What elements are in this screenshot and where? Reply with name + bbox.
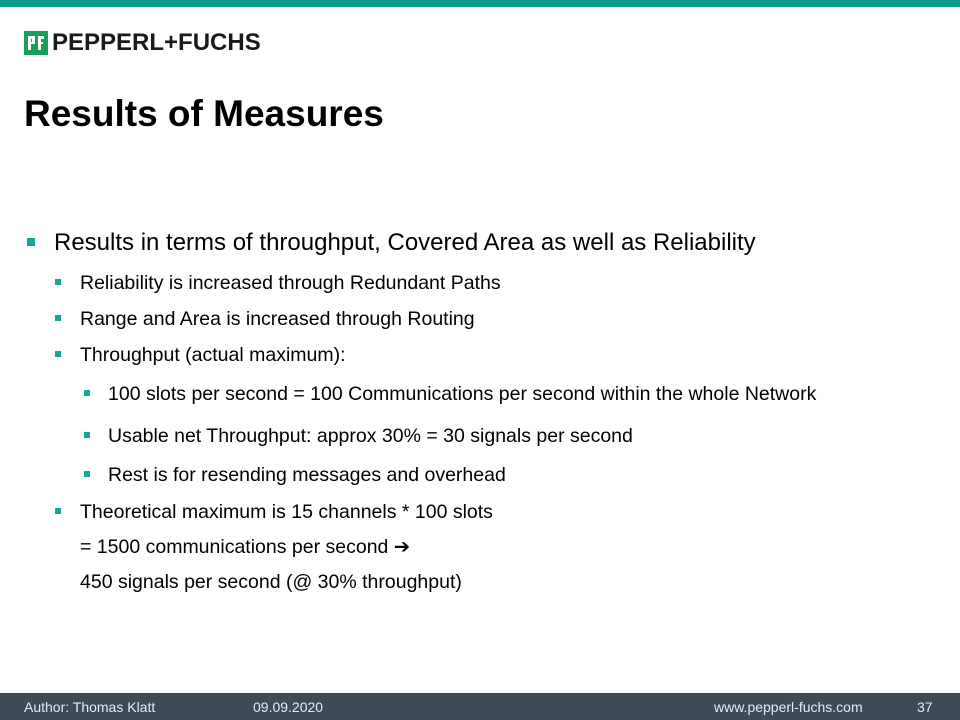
bullet-square-icon [55,279,61,285]
footer-date: 09.09.2020 [253,699,324,715]
bullet-text: Usable net Throughput: approx 30% = 30 s… [108,425,633,447]
logo-mark-icon [24,31,48,55]
bullet-text: Rest is for resending messages and overh… [108,464,506,486]
bullet-text: 100 slots per second = 100 Communication… [108,383,817,405]
bullet-text: Results in terms of throughput, Covered … [54,229,756,256]
bullet-square-icon [27,238,35,246]
bullet-square-icon [84,471,90,477]
bullet-text: 450 signals per second (@ 30% throughput… [80,571,462,593]
company-logo: PEPPERL+FUCHS [24,29,261,57]
bullet-text: = 1500 communications per second ➔ [80,536,411,558]
bullet-text: Throughput (actual maximum): [80,344,346,366]
bullet-text: Range and Area is increased through Rout… [80,308,475,330]
bullet-square-icon [55,315,61,321]
top-accent-bar [0,0,960,7]
bullet-square-icon [55,508,61,514]
bullet-square-icon [84,390,90,396]
bullet-square-icon [55,351,61,357]
footer-author: Author: Thomas Klatt [24,699,156,715]
bullet-square-icon [84,432,90,438]
brand-name: PEPPERL+FUCHS [52,29,261,56]
footer-bar: Author: Thomas Klatt 09.09.2020 www.pepp… [0,693,960,720]
footer-website-link[interactable]: www.pepperl-fuchs.com [714,699,863,715]
slide-title: Results of Measures [24,93,384,134]
footer-page-number: 37 [917,699,933,715]
bullet-text: Theoretical maximum is 15 channels * 100… [80,501,493,523]
bullet-text: Reliability is increased through Redunda… [80,272,501,294]
